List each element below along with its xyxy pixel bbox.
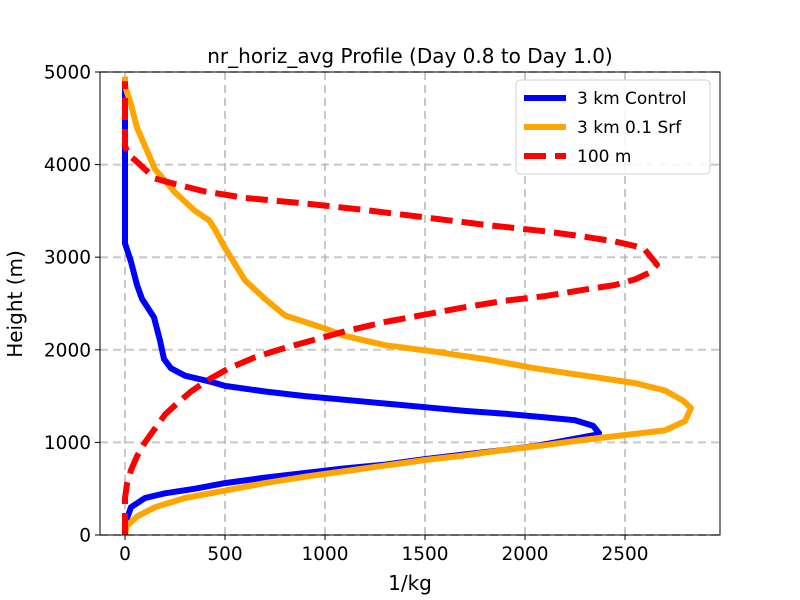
plot-frame xyxy=(99,71,721,536)
x-tick-label: 0 xyxy=(119,544,131,565)
legend-label-3-km-control: 3 km Control xyxy=(577,89,686,109)
legend-box xyxy=(515,79,711,175)
y-tick-label: 3000 xyxy=(44,248,91,269)
legend: 3 km Control 3 km 0.1 Srf 100 m xyxy=(515,79,711,175)
x-tick-label: 1500 xyxy=(401,544,448,565)
y-tick-label: 1000 xyxy=(44,433,91,454)
x-tick-label: 1000 xyxy=(301,544,348,565)
series-line-3-km-0-1-srf xyxy=(122,76,694,536)
series-line-3-km-control xyxy=(122,81,602,536)
y-tick-label: 5000 xyxy=(44,63,91,84)
ticks: 0 500 1000 1500 2000 2500 0 1000 2000 3000 4000 500… xyxy=(44,63,649,566)
x-tick-label: 2500 xyxy=(601,544,648,565)
y-tick-label: 4000 xyxy=(44,155,91,176)
y-axis-title: Height (m) xyxy=(3,250,27,358)
legend-label-3-km-0-1-srf: 3 km 0.1 Srf xyxy=(577,118,682,138)
y-tick-label: 0 xyxy=(79,526,91,547)
x-axis-title: 1/kg xyxy=(388,571,432,595)
series-layer xyxy=(122,76,694,536)
y-tick-label: 2000 xyxy=(44,340,91,361)
chart-title: nr_horiz_avg Profile (Day 0.8 to Day 1.0… xyxy=(207,44,613,68)
legend-label-100-m: 100 m xyxy=(577,147,631,167)
x-tick-label: 2000 xyxy=(501,544,548,565)
series-line-100-m xyxy=(122,81,660,535)
x-tick-label: 500 xyxy=(207,544,242,565)
